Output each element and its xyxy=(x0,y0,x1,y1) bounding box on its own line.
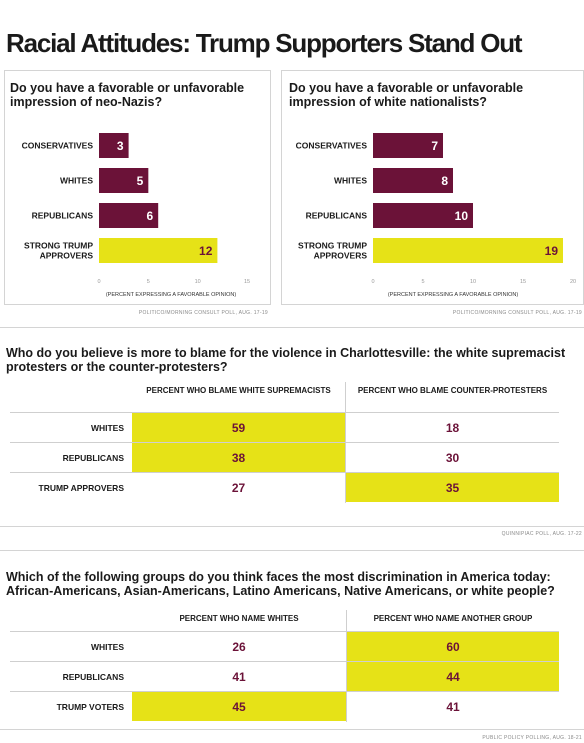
charlottesville-panel: Who do you believe is more to blame for … xyxy=(0,327,584,527)
category-label: APPROVERS xyxy=(40,251,94,261)
bar xyxy=(99,168,149,193)
column-header: PERCENT WHO BLAME WHITE SUPREMACISTS xyxy=(146,386,331,395)
x-axis-label: (PERCENT EXPRESSING A FAVORABLE OPINION) xyxy=(388,292,518,298)
table-cell: 27 xyxy=(231,481,246,495)
category-label: STRONG TRUMP xyxy=(298,241,367,251)
neo-nazi-question: Do you have a favorable or unfavorable i… xyxy=(10,81,245,109)
neo-nazi-bar-chart: 3 CONSERVATIVES 5 WHITES 6 REPUBLICANS 12 STRON… xyxy=(22,133,250,298)
bar xyxy=(373,168,453,193)
x-tick-label: 5 xyxy=(421,279,424,285)
bar-value-label: 7 xyxy=(431,139,438,153)
main-title: Racial Attitudes: Trump Supporters Stand… xyxy=(6,28,523,58)
discrimination-table: PERCENT WHO NAME WHITES PERCENT WHO NAME … xyxy=(0,551,584,731)
white-nationalist-source: POLITICO/MORNING CONSULT POLL, AUG. 17-1… xyxy=(452,310,582,316)
table-cell: 30 xyxy=(445,451,460,465)
category-label: WHITES xyxy=(334,176,367,186)
bar xyxy=(373,238,563,263)
row-label: TRUMP APPROVERS xyxy=(38,483,125,493)
bar-value-label: 10 xyxy=(455,209,469,223)
row-label: WHITES xyxy=(90,642,124,652)
bar-value-label: 6 xyxy=(147,209,154,223)
x-tick-label: 15 xyxy=(520,279,526,285)
table-cell: 45 xyxy=(132,692,346,721)
category-label: STRONG TRUMP xyxy=(24,241,93,251)
table-cell: 41 xyxy=(232,670,246,684)
table-cell: 38 xyxy=(132,443,345,472)
column-header: PERCENT WHO BLAME COUNTER-PROTESTERS xyxy=(357,386,548,395)
table-cell: 44 xyxy=(347,662,559,691)
x-axis-label: (PERCENT EXPRESSING A FAVORABLE OPINION) xyxy=(106,292,236,298)
table-cell: 35 xyxy=(346,473,559,502)
bar xyxy=(373,133,443,158)
white-nationalist-panel: Do you have a favorable or unfavorable i… xyxy=(281,70,584,305)
charlottesville-table: PERCENT WHO BLAME WHITE SUPREMACISTS PERC… xyxy=(0,328,584,528)
x-tick-label: 20 xyxy=(570,279,576,285)
bar xyxy=(99,203,159,228)
bar xyxy=(99,238,218,263)
row-label: WHITES xyxy=(90,423,124,433)
x-tick-label: 10 xyxy=(470,279,476,285)
discrimination-source: PUBLIC POLICY POLLING, AUG. 18-21 xyxy=(482,735,582,741)
bar-value-label: 5 xyxy=(137,174,144,188)
bar-value-label: 12 xyxy=(199,244,213,258)
bar-value-label: 3 xyxy=(117,139,124,153)
row-label: REPUBLICANS xyxy=(62,672,124,682)
row-divider xyxy=(10,691,559,692)
bar-value-label: 19 xyxy=(545,244,559,258)
row-label: REPUBLICANS xyxy=(62,453,124,463)
bar xyxy=(99,133,129,158)
bar-value-label: 8 xyxy=(441,174,448,188)
charlottesville-source: QUINNIPIAC POLL, AUG. 17-22 xyxy=(501,531,582,537)
table-cell: 59 xyxy=(132,413,345,442)
row-divider xyxy=(10,631,559,632)
x-tick-label: 0 xyxy=(97,279,100,285)
table-cell: 60 xyxy=(347,632,559,661)
x-tick-label: 15 xyxy=(244,279,250,285)
column-header: PERCENT WHO NAME WHITES xyxy=(179,614,299,623)
column-divider xyxy=(346,610,347,722)
bar xyxy=(373,203,473,228)
row-divider xyxy=(10,472,559,473)
neo-nazi-source: POLITICO/MORNING CONSULT POLL, AUG. 17-1… xyxy=(138,310,268,316)
category-label: WHITES xyxy=(60,176,93,186)
neo-nazi-panel: Do you have a favorable or unfavorable i… xyxy=(4,70,271,305)
category-label: REPUBLICANS xyxy=(306,211,368,221)
discrimination-question: Which of the following groups do you thi… xyxy=(6,570,555,598)
category-label: APPROVERS xyxy=(314,251,368,261)
white-nationalist-bar-chart: 7 CONSERVATIVES 8 WHITES 10 REPUBLICANS 19 STRO… xyxy=(296,133,576,298)
row-divider xyxy=(10,442,559,443)
x-tick-label: 10 xyxy=(195,279,201,285)
column-header: PERCENT WHO NAME ANOTHER GROUP xyxy=(373,614,533,623)
row-label: TRUMP VOTERS xyxy=(56,702,124,712)
white-nationalist-question: Do you have a favorable or unfavorable i… xyxy=(289,81,524,109)
category-label: REPUBLICANS xyxy=(32,211,94,221)
category-label: CONSERVATIVES xyxy=(22,141,94,151)
table-cell: 26 xyxy=(232,640,246,654)
table-cell: 41 xyxy=(446,700,460,714)
x-tick-label: 0 xyxy=(371,279,374,285)
charlottesville-question: Who do you believe is more to blame for … xyxy=(6,346,566,374)
discrimination-panel: Which of the following groups do you thi… xyxy=(0,550,584,730)
x-tick-label: 5 xyxy=(147,279,150,285)
row-divider xyxy=(10,412,559,413)
row-divider xyxy=(10,661,559,662)
category-label: CONSERVATIVES xyxy=(296,141,368,151)
table-cell: 18 xyxy=(445,421,460,435)
